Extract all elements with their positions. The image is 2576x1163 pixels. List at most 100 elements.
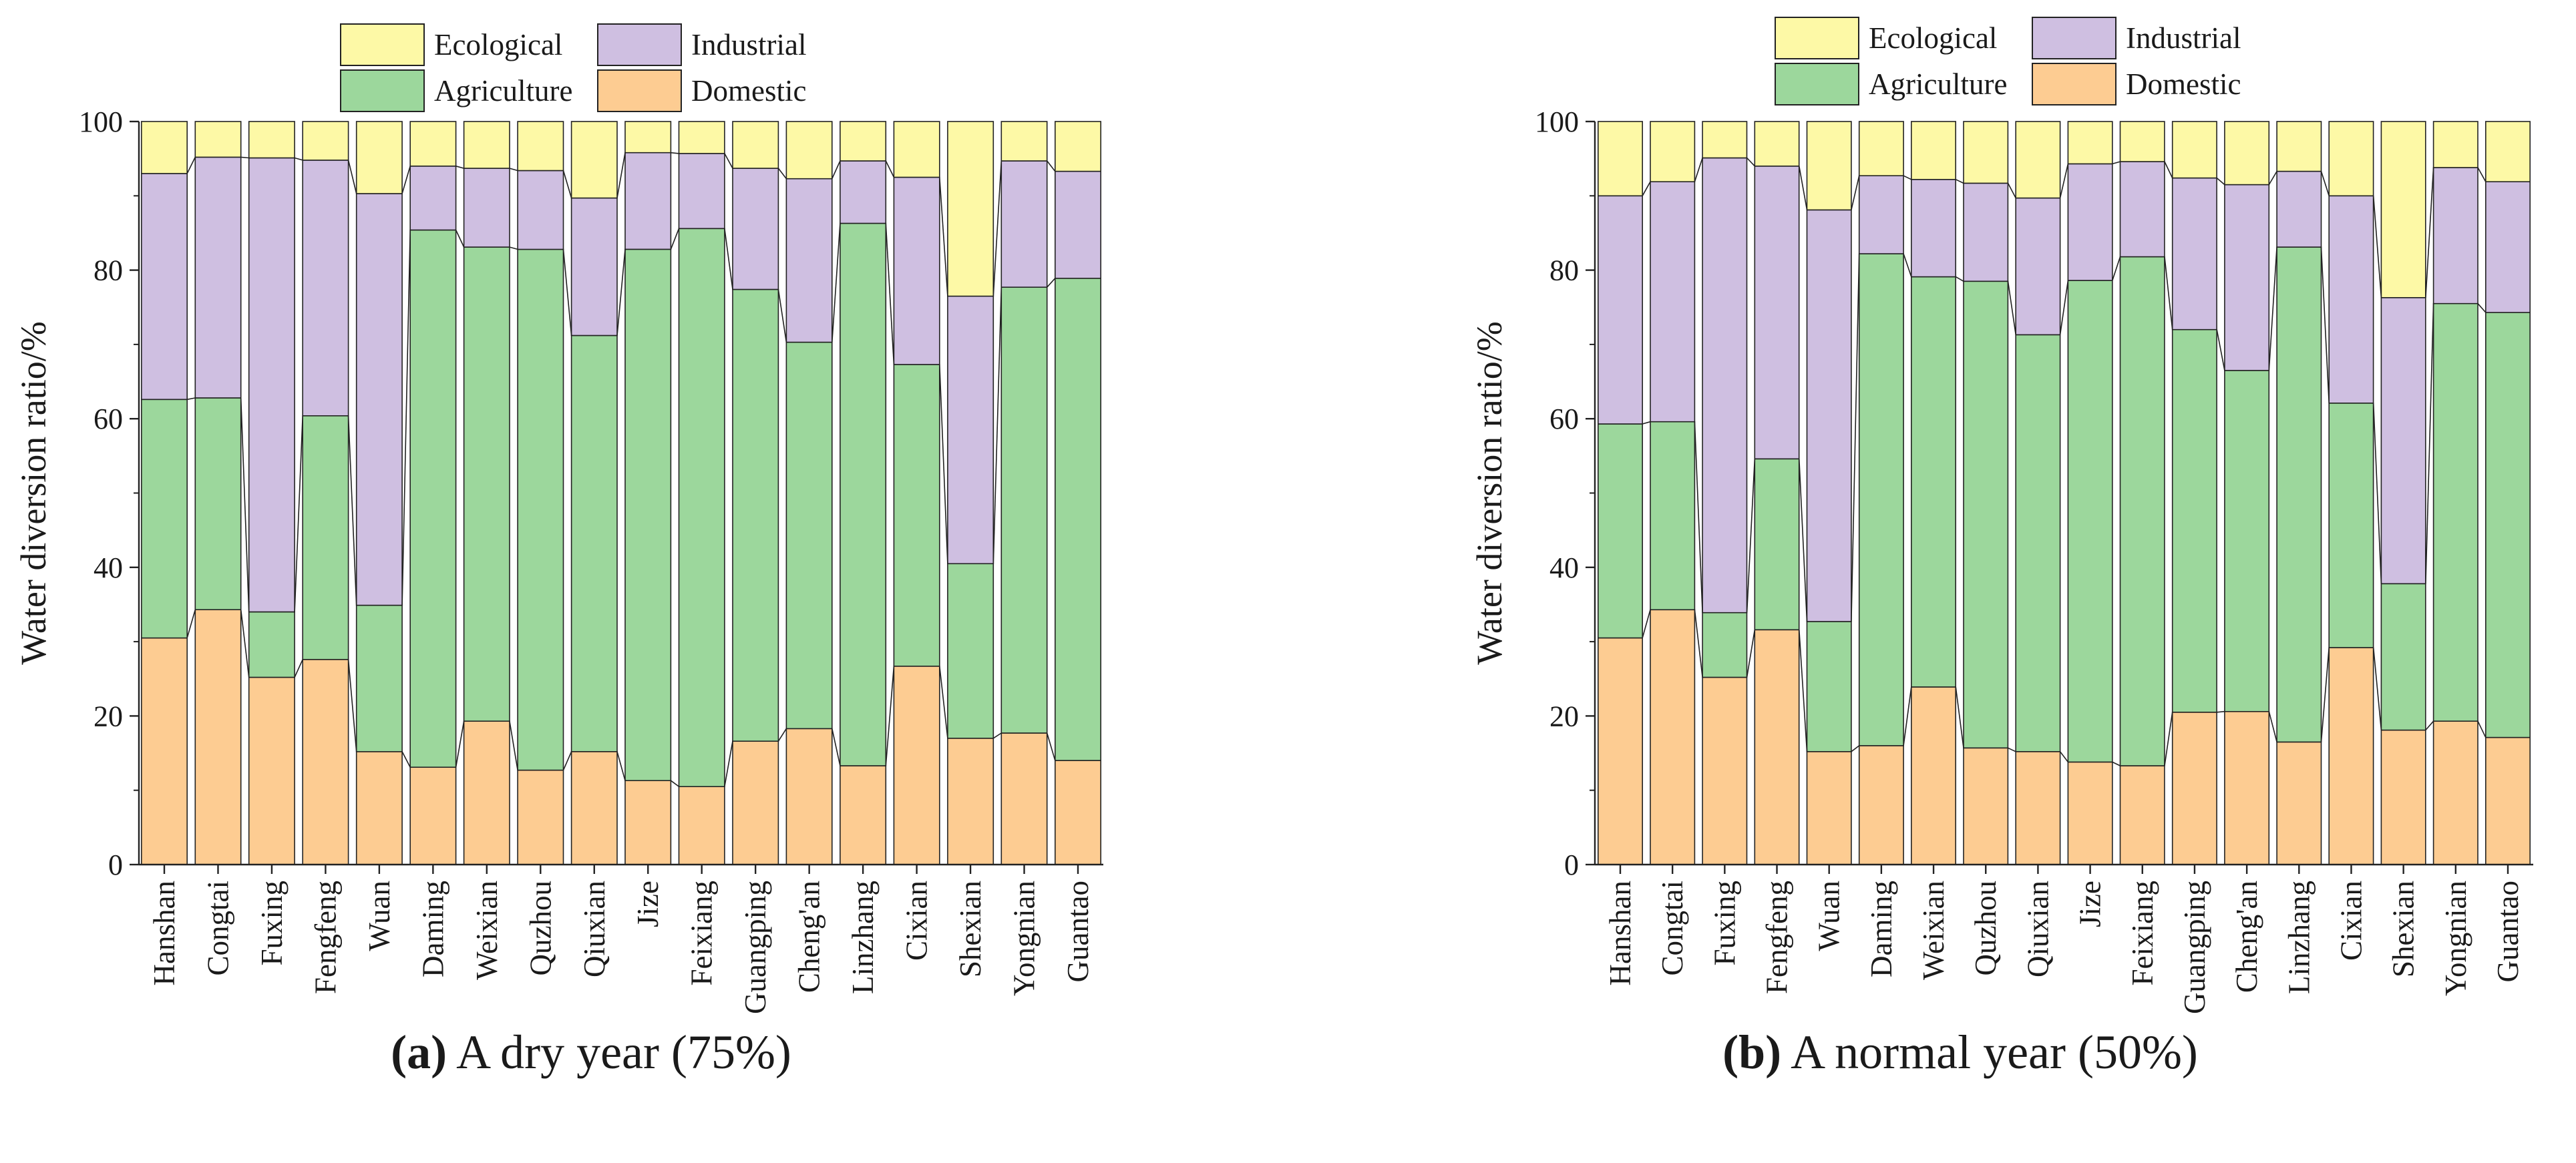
link-line-domestic-10 (724, 741, 733, 787)
link-line-domestic-12 (832, 728, 841, 766)
link-line-industrial-0 (1642, 181, 1651, 196)
bar-agriculture-fengfeng (302, 415, 349, 660)
bar-industrial-fuxing (1702, 157, 1748, 614)
y-axis-label: Water diversion ratio/% (1469, 321, 1509, 664)
bar-industrial-linzhang (2276, 170, 2322, 248)
legend-label-domestic: Domestic (2126, 67, 2241, 101)
bar-industrial-shexian (947, 295, 994, 565)
bar-agriculture-guantao (1055, 277, 1102, 761)
bar-domestic-shexian (2380, 729, 2426, 865)
link-line-industrial-7 (562, 170, 572, 198)
bar-industrial-wuan (355, 193, 403, 606)
bar-ecological-guangping (2171, 121, 2217, 179)
x-tick-label-wuan: Wuan (1813, 881, 1846, 951)
link-line-industrial-12 (2268, 171, 2277, 186)
link-line-agriculture-10 (724, 228, 733, 290)
caption-label: (b) (1722, 1025, 1781, 1079)
link-line-industrial-0 (186, 157, 196, 174)
bar-ecological-congtai (1650, 121, 1696, 182)
y-tick-label-100: 100 (79, 105, 123, 138)
bar-agriculture-qiuxian (2015, 334, 2061, 752)
legend-label-industrial: Industrial (2126, 21, 2241, 55)
bar-agriculture-jize (624, 248, 672, 781)
bar-domestic-guantao (1055, 760, 1102, 865)
bar-ecological-wuan (355, 121, 403, 194)
bar-ecological-guangping (732, 121, 779, 169)
bar-ecological-congtai (194, 121, 242, 158)
bar-ecological-fuxing (1702, 121, 1748, 159)
link-line-industrial-2 (1746, 157, 1755, 167)
link-line-agriculture-15 (2425, 303, 2434, 584)
bar-agriculture-congtai (194, 397, 242, 611)
link-line-domestic-4 (1851, 745, 1860, 752)
x-tick-label-cheng-an: Cheng'an (2230, 881, 2263, 993)
bar-industrial-jize (2067, 163, 2113, 281)
link-line-industrial-16 (1047, 160, 1056, 172)
bar-agriculture-congtai (1650, 421, 1696, 611)
bar-agriculture-yongnian (2432, 302, 2478, 722)
link-line-agriculture-2 (1746, 459, 1756, 613)
x-tick-label-qiuxian: Qiuxian (2021, 881, 2054, 977)
bar-ecological-fengfeng (1754, 121, 1800, 167)
link-line-agriculture-12 (2268, 247, 2277, 371)
link-line-agriculture-16 (2477, 303, 2487, 313)
bar-agriculture-feixiang (2119, 256, 2165, 766)
x-tick-label-fuxing: Fuxing (1708, 881, 1741, 966)
bar-ecological-feixiang (678, 121, 725, 154)
bar-industrial-guangping (2171, 177, 2217, 330)
link-line-industrial-11 (2216, 177, 2225, 186)
link-line-agriculture-1 (1694, 421, 1703, 613)
link-line-domestic-0 (1642, 609, 1651, 638)
bar-ecological-qiuxian (570, 121, 618, 199)
chart-panel-a: 0 20 40 60 80 100 Hanshan Congtai Fuxing Fengfeng… (13, 23, 1103, 1079)
x-tick-label-jize: Jize (2074, 881, 2107, 927)
bar-industrial-fengfeng (1754, 166, 1800, 460)
x-tick-label-yongnian: Yongnian (2439, 881, 2472, 996)
y-tick-label-0: 0 (1564, 849, 1579, 881)
bar-agriculture-linzhang (2276, 246, 2322, 743)
link-line-industrial-1 (1694, 158, 1703, 182)
bar-industrial-linzhang (840, 160, 887, 224)
bar-domestic-fengfeng (302, 658, 349, 865)
y-tick-label-0: 0 (108, 849, 123, 881)
link-line-agriculture-5 (1903, 253, 1912, 277)
bar-ecological-weixian (463, 121, 510, 169)
link-line-domestic-16 (2477, 720, 2487, 738)
link-line-industrial-13 (2320, 171, 2330, 196)
bar-industrial-cheng-an (785, 178, 833, 343)
bar-ecological-weixian (1911, 121, 1957, 180)
y-tick-label-80: 80 (1549, 254, 1579, 287)
caption: (a) A dry year (75%) (391, 1025, 791, 1079)
bar-ecological-feixiang (2119, 121, 2165, 162)
bar-industrial-guantao (1055, 170, 1102, 279)
link-line-industrial-3 (1799, 166, 1808, 210)
bar-industrial-qiuxian (570, 197, 618, 336)
bar-industrial-hanshan (141, 173, 188, 401)
bar-industrial-quzhou (517, 170, 564, 250)
bar-ecological-quzhou (517, 121, 564, 172)
bar-agriculture-fuxing (1702, 612, 1748, 678)
bar-industrial-congtai (1650, 181, 1696, 423)
legend-label-ecological: Ecological (1869, 21, 1997, 55)
bar-agriculture-shexian (2380, 583, 2426, 731)
link-line-industrial-3 (347, 160, 357, 194)
x-tick-label-guangping: Guangping (739, 881, 772, 1014)
link-line-domestic-10 (2164, 712, 2173, 766)
bar-agriculture-daming (1858, 253, 1904, 746)
x-tick-label-daming: Daming (416, 881, 449, 977)
x-tick-label-hanshan: Hanshan (1604, 881, 1637, 985)
link-line-agriculture-1 (240, 397, 250, 612)
bar-ecological-qiuxian (2015, 121, 2061, 199)
link-line-agriculture-13 (2320, 247, 2330, 403)
link-line-domestic-6 (1955, 686, 1964, 748)
x-tick-label-quzhou: Quzhou (1969, 881, 2002, 975)
link-line-industrial-4 (401, 166, 411, 194)
link-line-domestic-14 (2372, 647, 2382, 730)
bar-domestic-guantao (2485, 736, 2531, 865)
link-line-industrial-8 (616, 152, 626, 198)
x-tick-label-quzhou: Quzhou (524, 881, 557, 975)
bar-domestic-quzhou (517, 769, 564, 865)
y-tick-label-20: 20 (94, 700, 123, 732)
bar-industrial-weixian (1911, 178, 1957, 278)
